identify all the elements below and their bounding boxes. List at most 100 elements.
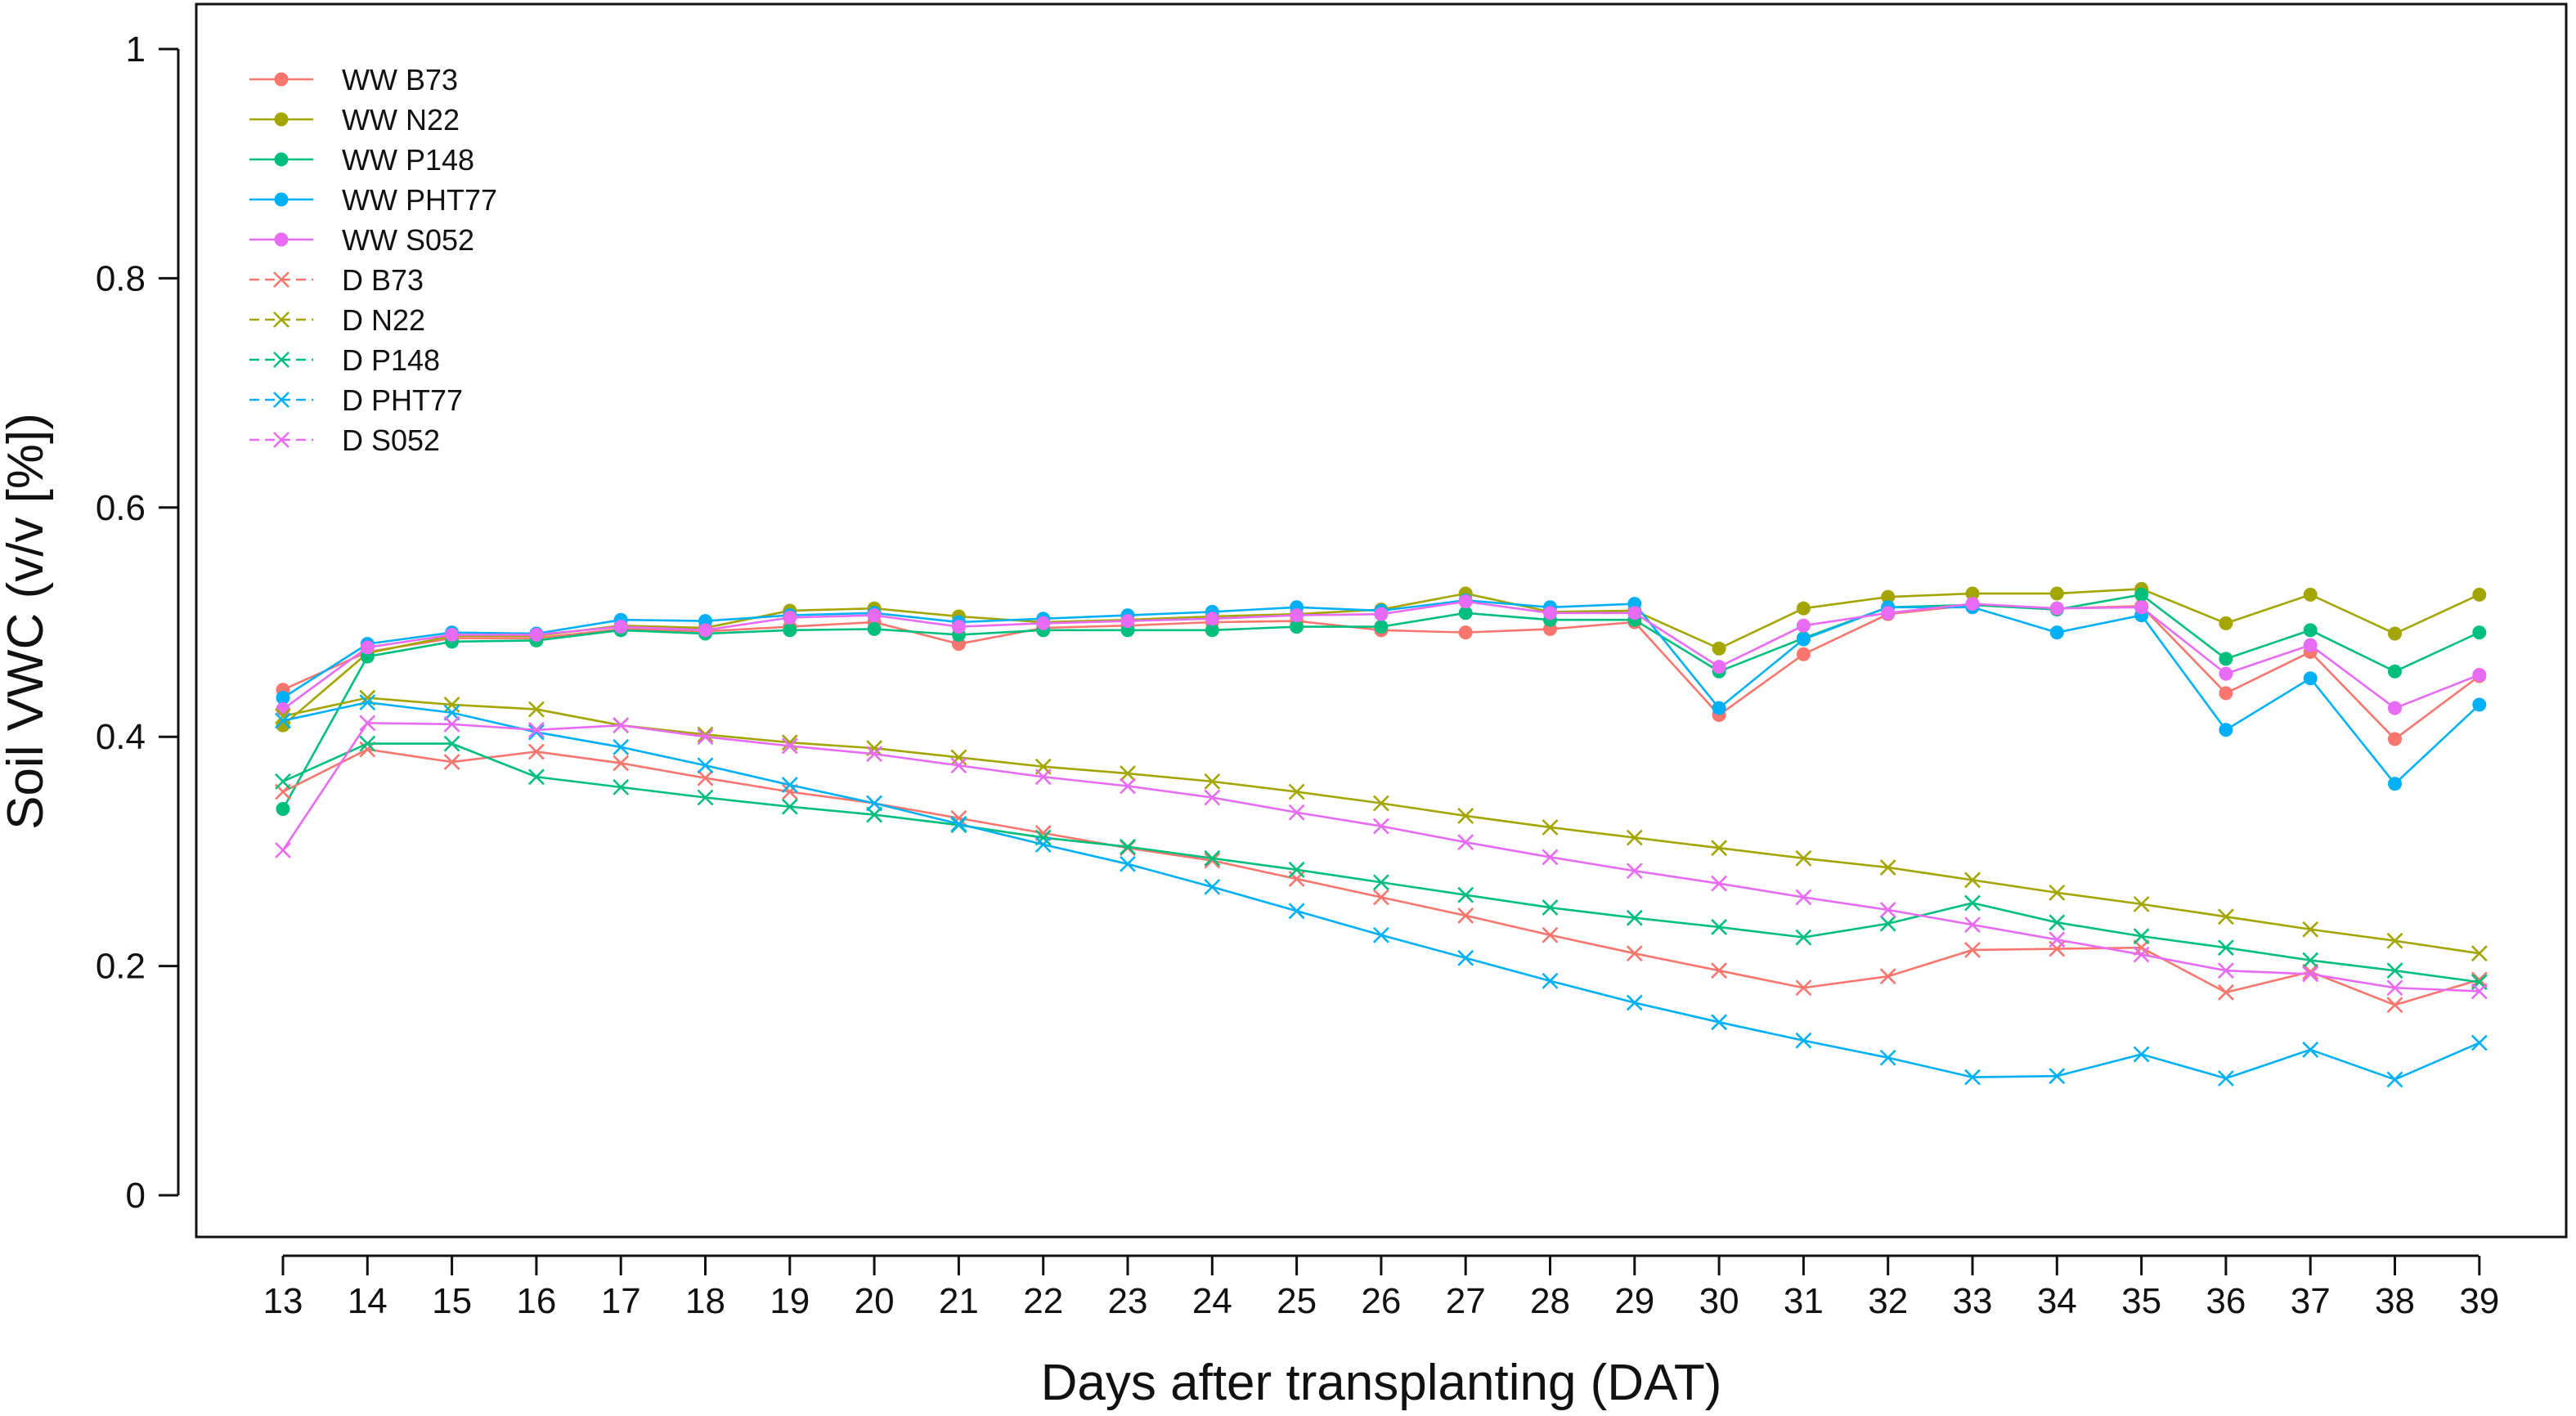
series-ww-p148-point (2219, 652, 2233, 666)
legend-d-p148-label: D P148 (342, 343, 440, 377)
x-tick-label: 36 (2206, 1281, 2246, 1321)
series-ww-s052-point (2303, 638, 2318, 652)
series-d-pht77-line (282, 701, 2480, 1081)
series-ww-s052-point (951, 620, 966, 634)
legend: WW B73 WW N22 WW P148 WW PHT77 WW S052 D B73 D… (249, 63, 497, 457)
series-ww-s052-point (1205, 612, 1219, 626)
series-d-p148-line (282, 742, 2480, 984)
series-ww-s052-point (1036, 616, 1051, 630)
series-d-b73-point (1626, 945, 1643, 962)
x-tick-label: 20 (855, 1281, 895, 1321)
series-d-p148-point (781, 798, 798, 815)
series-d-p148 (275, 735, 2488, 991)
series-ww-pht77-point (2388, 777, 2402, 791)
series-ww-n22-point (2049, 586, 2064, 601)
series-d-pht77-point (1204, 878, 1221, 895)
series-d-n22-point (527, 701, 545, 718)
series-d-n22-point (2471, 945, 2488, 962)
series-d-s052-point (1288, 804, 1305, 821)
x-axis-title: Days after transplanting (DAT) (1041, 1355, 1722, 1411)
series-d-n22-point (2302, 921, 2319, 938)
series-d-p148-point (697, 789, 714, 806)
series-d-pht77-point (2133, 1046, 2150, 1063)
series-ww-n22-point (1881, 589, 1896, 604)
x-tick-label: 30 (1699, 1281, 1739, 1321)
series-d-s052-point (950, 757, 967, 774)
series-d-b73-line (282, 748, 2480, 1006)
series-d-b73-point (2217, 984, 2234, 1001)
series-ww-p148-point (1205, 623, 1219, 638)
legend-ww-p148-label: WW P148 (342, 143, 474, 177)
legend-d-n22-label: D N22 (342, 303, 425, 337)
series-d-b73-point (697, 769, 714, 786)
legend-d-p148-marker (273, 352, 289, 368)
series-d-s052-point (2133, 946, 2150, 963)
series-ww-n22-point (1796, 601, 1811, 616)
series-ww-s052-point (1374, 607, 1389, 621)
series-ww-n22-point (1712, 641, 1726, 656)
series-ww-pht77-point (2303, 671, 2318, 686)
legend-ww-pht77-label: WW PHT77 (342, 183, 497, 217)
series-ww-b73-point (2388, 732, 2402, 746)
series-ww-s052-point (1458, 594, 1473, 609)
x-tick-label: 35 (2121, 1281, 2161, 1321)
series-d-p148-point (613, 778, 630, 795)
series-d-s052-point (2302, 966, 2319, 983)
series-d-pht77-point (527, 724, 545, 741)
series-d-pht77-point (1626, 994, 1643, 1011)
series-ww-p148-point (867, 621, 882, 636)
series-d-b73-point (527, 743, 545, 760)
x-tick-label: 18 (685, 1281, 725, 1321)
series-ww-p148-point (2388, 664, 2402, 679)
series-d-b73-point (1204, 852, 1221, 869)
series-ww-pht77-point (276, 691, 290, 706)
series-ww-p148-point (783, 623, 797, 638)
series-ww-p148-point (276, 802, 290, 817)
series-d-p148-point (1795, 929, 1812, 946)
series-d-n22-point (1288, 783, 1305, 800)
series-d-s052-point (2217, 962, 2234, 979)
series-d-pht77-point (1372, 926, 1389, 943)
series-d-s052-point (1034, 768, 1052, 786)
x-tick-label: 26 (1361, 1281, 1401, 1321)
series-d-p148-point (2049, 914, 2066, 931)
series-d-n22-point (1542, 819, 1559, 836)
series-d-pht77-point (781, 777, 798, 794)
series-d-b73-point (1542, 926, 1559, 943)
series-ww-pht77-point (1796, 632, 1811, 647)
y-tick-label: 0.8 (96, 258, 146, 298)
series-d-pht77-point (2386, 1071, 2403, 1088)
series-d-p148-point (1288, 861, 1305, 878)
series-d-p148-point (866, 806, 883, 823)
series-ww-p148-point (2472, 625, 2487, 640)
series-d-pht77-point (950, 815, 967, 832)
series-d-s052-point (1626, 863, 1643, 880)
x-tick-label: 37 (2291, 1281, 2331, 1321)
series-d-p148-point (527, 768, 545, 786)
series-ww-n22-point (2219, 616, 2233, 630)
series-ww-s052-point (698, 623, 712, 638)
x-tick-label: 21 (939, 1281, 979, 1321)
series-d-p148-point (1120, 838, 1136, 855)
series-d-s052 (275, 715, 2488, 1000)
x-tick-label: 38 (2375, 1281, 2415, 1321)
series-d-p148-point (1542, 899, 1559, 916)
x-tick-label: 13 (263, 1281, 303, 1321)
legend-d-pht77-marker (273, 392, 289, 408)
legend-ww-s052-label: WW S052 (342, 223, 474, 257)
series-d-s052-point (359, 715, 376, 732)
y-tick-label: 0.4 (96, 717, 146, 757)
series-d-n22-point (1120, 765, 1136, 782)
series-d-s052-point (1964, 916, 1981, 934)
series-d-s052-point (1711, 875, 1728, 892)
series-d-n22-point (950, 749, 967, 766)
series-d-pht77 (275, 694, 2488, 1088)
x-tick-label: 23 (1108, 1281, 1148, 1321)
series-ww-b73-point (1458, 625, 1473, 640)
series-d-s052-point (1542, 849, 1559, 866)
series-ww-p148-point (2303, 623, 2318, 638)
y-tick-label: 0.6 (96, 488, 146, 528)
x-tick-label: 15 (432, 1281, 472, 1321)
series-d-n22-point (1795, 849, 1812, 867)
